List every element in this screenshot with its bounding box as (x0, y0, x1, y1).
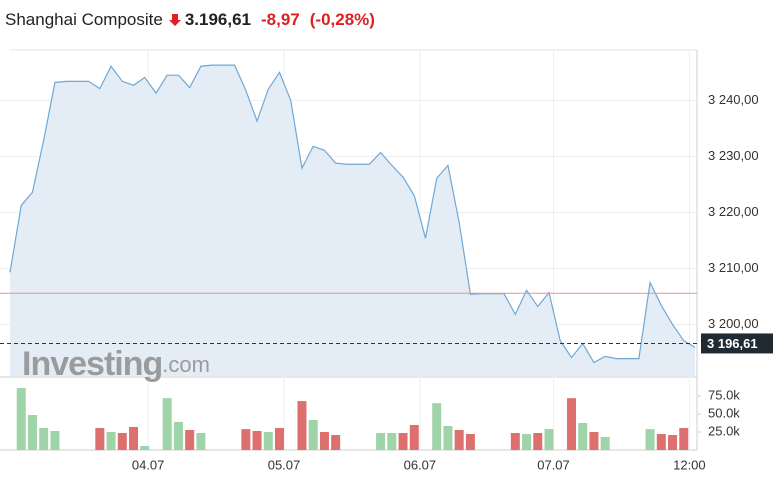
volume-bar (173, 421, 183, 450)
y-tick-label: 25.0k (708, 423, 740, 438)
watermark: Investing.com (22, 345, 210, 383)
volume-bar (50, 430, 60, 450)
volume-bar (140, 445, 150, 450)
x-tick-label: 12:00 (673, 457, 706, 472)
volume-bar (443, 426, 453, 450)
down-arrow (168, 14, 181, 26)
volume-bar (196, 433, 206, 450)
volume-bar (656, 434, 666, 450)
volume-bar (252, 430, 262, 450)
volume-bar (510, 433, 520, 450)
price: 3.196,61 (184, 10, 252, 29)
volume-bar (578, 423, 588, 450)
volume-bar (117, 433, 127, 450)
volume-bar (16, 388, 26, 450)
line (9, 64, 696, 364)
x-tick-label: 04.07 (132, 457, 165, 472)
volume-bar (533, 433, 543, 450)
y-tick-label: 75.0k (708, 387, 740, 402)
volume-bar (275, 427, 285, 450)
x-tick-label: 06.07 (404, 457, 437, 472)
volume-bar (387, 433, 397, 450)
volume-bar (331, 435, 341, 450)
change-percent: (-0,28%) (309, 10, 375, 29)
volume-bar (319, 432, 329, 450)
volume-bar (185, 429, 195, 450)
volume-bar (39, 427, 49, 450)
volume-bar (645, 429, 655, 450)
volume-bar (465, 434, 475, 450)
y-tick-label: 3 200,00 (708, 316, 759, 331)
y-tick-label: 3 230,00 (708, 148, 759, 163)
x-tick-label: 05.07 (268, 457, 301, 472)
header: Shanghai Composite 3.196,61 -8,97 (-0,28… (5, 8, 375, 32)
y-tick-label: 3 220,00 (708, 204, 759, 219)
volume-bar (95, 427, 105, 450)
volume-bar (600, 437, 610, 450)
watermark-brand: Investing (22, 345, 162, 383)
volume-bar (297, 401, 307, 450)
y-tick-label: 3 240,00 (708, 92, 759, 107)
x-tick-label: 07.07 (537, 457, 570, 472)
watermark-suffix: .com (162, 352, 210, 377)
volume-bar (522, 434, 532, 450)
volume-bar (544, 429, 554, 450)
volume-bar (129, 426, 139, 450)
y-tick-label: 50.0k (708, 405, 740, 420)
volume-bar (679, 427, 689, 450)
volume-bar (432, 403, 442, 450)
title: Shanghai Composite (5, 10, 163, 29)
volume-bar (106, 432, 116, 450)
area (10, 65, 695, 376)
volume-bar (566, 398, 576, 450)
volume-bar (27, 415, 37, 450)
volume-bar (263, 432, 273, 450)
volume-bar (162, 398, 172, 450)
volume-bar (409, 425, 419, 450)
y-tick-label: 3 210,00 (708, 260, 759, 275)
volume-bar (398, 433, 408, 450)
volume-bar (589, 432, 599, 450)
volume-bar (668, 435, 678, 450)
last-price-label: 3 196,61 (707, 336, 758, 351)
volume-bar (241, 429, 251, 450)
change: -8,97 (261, 10, 300, 29)
volume-bar (308, 419, 318, 450)
volume-bar (454, 429, 464, 450)
volume-bar (376, 433, 386, 450)
last-price-box (701, 333, 773, 354)
